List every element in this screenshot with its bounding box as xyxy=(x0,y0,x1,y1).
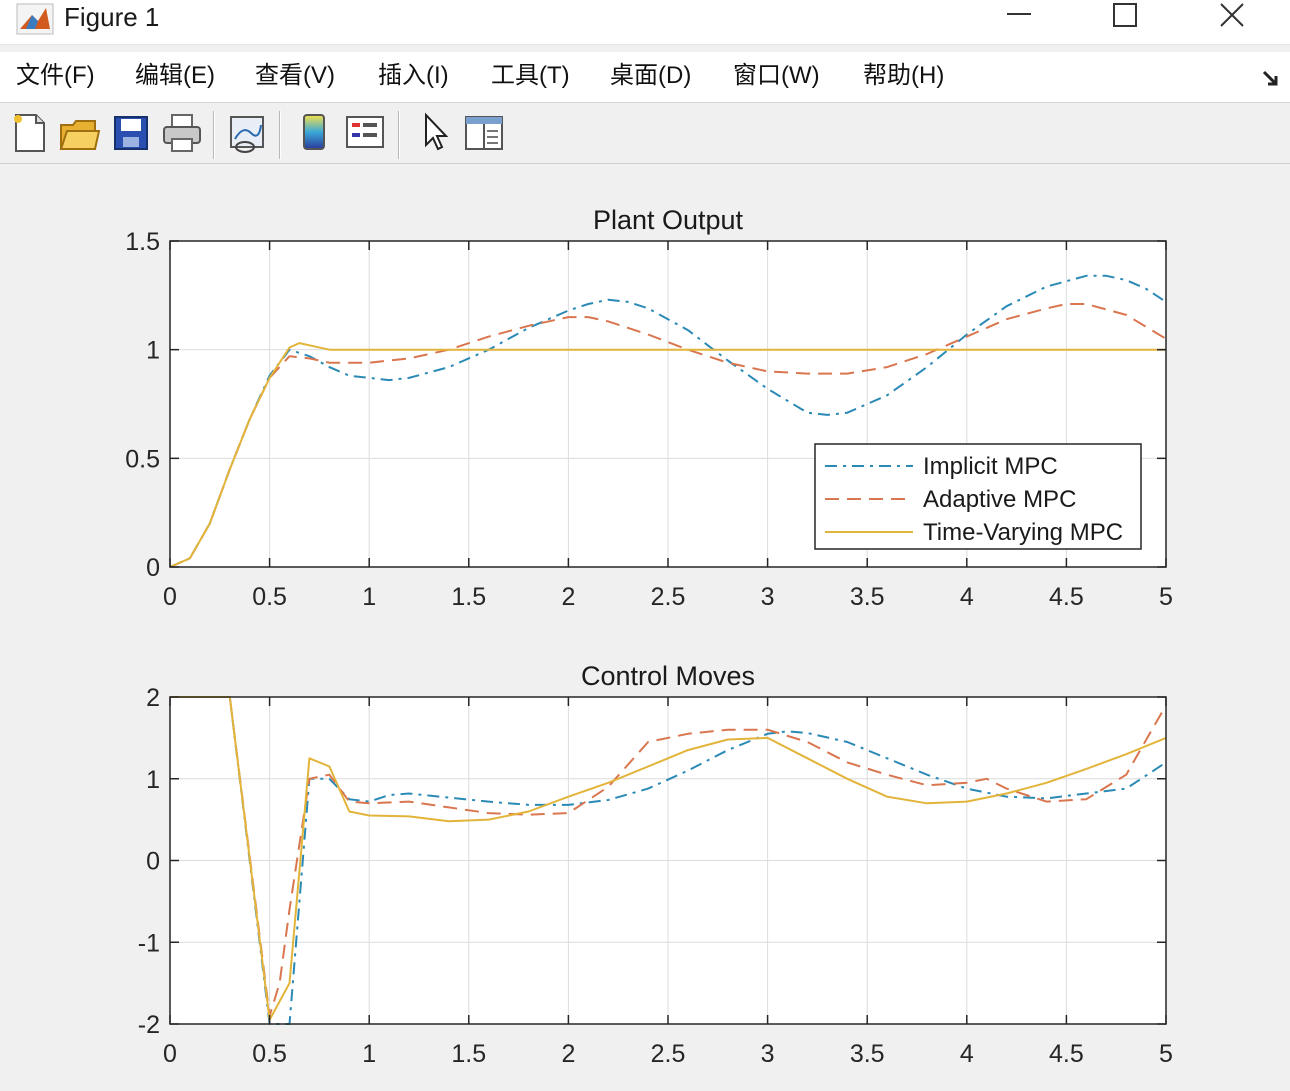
x-tick-label: 3.5 xyxy=(850,1040,885,1068)
y-tick-label: -1 xyxy=(138,929,160,957)
legend[interactable]: Implicit MPC Adaptive MPC Time-Varying MPC xyxy=(814,443,1142,550)
x-tick-label: 1.5 xyxy=(451,1040,486,1068)
x-tick-label: 5 xyxy=(1159,583,1173,611)
x-tick-label: 4.5 xyxy=(1049,1040,1084,1068)
dock-arrow-icon[interactable] xyxy=(1258,66,1282,90)
x-tick-label: 2 xyxy=(561,583,575,611)
axes-title: Control Moves xyxy=(581,661,755,691)
x-tick-label: 0.5 xyxy=(252,583,287,611)
open-file-icon xyxy=(59,120,101,150)
y-tick-label: 1 xyxy=(146,337,160,365)
close-icon xyxy=(1220,3,1244,27)
y-tick-label: 0 xyxy=(146,554,160,582)
x-tick-label: 4 xyxy=(960,583,974,611)
title-bar: Figure 1 xyxy=(0,0,1290,45)
y-tick-label: 1 xyxy=(146,766,160,794)
x-tick-label: 2 xyxy=(561,1040,575,1068)
x-tick-label: 5 xyxy=(1159,1040,1173,1068)
menu-bar: 文件(F) 编辑(E) 查看(V) 插入(I) 工具(T) 桌面(D) 窗口(W… xyxy=(0,52,1290,103)
x-tick-label: 0 xyxy=(163,583,177,611)
save-icon xyxy=(114,116,148,150)
colorbar-button[interactable] xyxy=(292,111,336,155)
menu-insert[interactable]: 插入(I) xyxy=(378,62,449,89)
maximize-button[interactable] xyxy=(1080,0,1170,36)
toolbar-separator xyxy=(279,111,281,159)
matlab-logo-icon xyxy=(16,3,54,35)
legend-button[interactable] xyxy=(343,111,387,155)
open-file-button[interactable] xyxy=(57,111,101,155)
series-line-implicit-mpc xyxy=(169,274,1167,568)
menu-tools[interactable]: 工具(T) xyxy=(491,62,570,89)
y-tick-label: 0.5 xyxy=(125,445,160,473)
print-button[interactable] xyxy=(160,111,204,155)
toolbar-separator xyxy=(213,111,215,159)
x-tick-label: 4.5 xyxy=(1049,583,1084,611)
maximize-icon xyxy=(1113,3,1137,27)
figure-svg: 0 0.5 1 1.5 2 2.5 3 3.5 4 4.5 5 0 0.5 1 1.5 Plant Outpu… xyxy=(125,205,1173,1068)
x-tick-label: 3 xyxy=(761,1040,775,1068)
menu-window[interactable]: 窗口(W) xyxy=(733,62,820,89)
x-tick-label: 0.5 xyxy=(252,1040,287,1068)
link-plot-button[interactable] xyxy=(225,111,269,155)
legend-entry-label: Adaptive MPC xyxy=(923,486,1076,513)
new-figure-button[interactable] xyxy=(8,111,52,155)
x-tick-label: 1 xyxy=(362,583,376,611)
x-tick-label: 2.5 xyxy=(651,1040,686,1068)
series-line-time-varying-mpc xyxy=(170,696,1167,1021)
axes-1: 0 0.5 1 1.5 2 2.5 3 3.5 4 4.5 5 0 0.5 1 1.5 Plant Outpu… xyxy=(125,205,1173,611)
x-tick-label: 0 xyxy=(163,1040,177,1068)
edit-plot-button[interactable] xyxy=(412,111,456,155)
minimize-icon xyxy=(1007,13,1031,15)
menu-view[interactable]: 查看(V) xyxy=(255,62,335,89)
menu-desktop[interactable]: 桌面(D) xyxy=(610,62,692,89)
x-tick-label: 4 xyxy=(960,1040,974,1068)
series-line-time-varying-mpc xyxy=(169,342,1166,568)
toolbar-separator xyxy=(398,111,400,159)
x-tick-label: 1.5 xyxy=(451,583,486,611)
x-tick-label: 3.5 xyxy=(850,583,885,611)
toolbar xyxy=(0,103,1290,164)
x-tick-label: 1 xyxy=(362,1040,376,1068)
figure-canvas: 0 0.5 1 1.5 2 2.5 3 3.5 4 4.5 5 0 0.5 1 1.5 Plant Outpu… xyxy=(0,164,1290,1086)
colorbar-icon xyxy=(303,114,325,150)
window-title: Figure 1 xyxy=(64,2,160,32)
y-tick-label: 1.5 xyxy=(125,228,160,256)
menu-edit[interactable]: 编辑(E) xyxy=(135,62,215,89)
new-figure-icon xyxy=(14,114,45,152)
link-plot-icon xyxy=(230,116,264,153)
y-tick-label: 2 xyxy=(146,684,160,712)
x-tick-label: 3 xyxy=(761,583,775,611)
series-line-implicit-mpc xyxy=(170,696,1167,1025)
minimize-button[interactable] xyxy=(973,0,1063,36)
menu-file[interactable]: 文件(F) xyxy=(16,62,95,89)
axes-2: 0 0.5 1 1.5 2 2.5 3 3.5 4 4.5 5 -2 -1 0 1 2 Control Move… xyxy=(138,661,1173,1068)
legend-icon xyxy=(346,116,384,148)
menu-help[interactable]: 帮助(H) xyxy=(863,62,945,89)
y-tick-label: -2 xyxy=(138,1011,160,1039)
y-tick-label: 0 xyxy=(146,848,160,876)
property-inspector-button[interactable] xyxy=(462,111,506,155)
axes-title: Plant Output xyxy=(593,205,744,235)
print-icon xyxy=(163,114,201,152)
save-button[interactable] xyxy=(109,111,153,155)
x-tick-label: 2.5 xyxy=(651,583,686,611)
edit-plot-arrow-icon xyxy=(425,112,449,151)
property-inspector-icon xyxy=(465,116,503,150)
legend-entry-label: Implicit MPC xyxy=(923,453,1058,480)
close-button[interactable] xyxy=(1188,0,1278,36)
legend-entry-label: Time-Varying MPC xyxy=(923,519,1123,546)
